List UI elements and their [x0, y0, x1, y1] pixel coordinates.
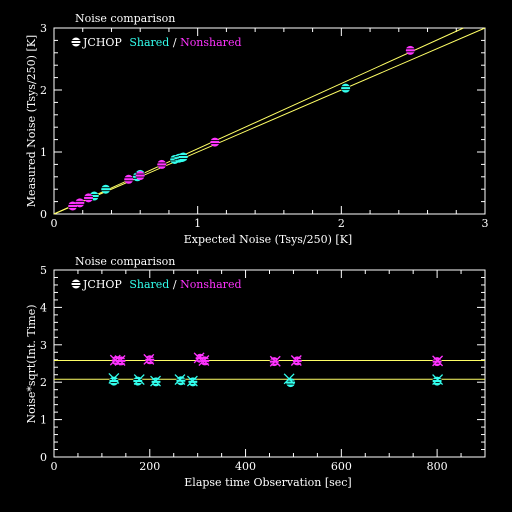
bottom-ylabel: Noise*sqrt(Int. Time) [25, 304, 38, 423]
top-x-tick-label: 2 [338, 217, 345, 230]
top-ylabel: Measured Noise (Tsys/250) [K] [25, 35, 38, 207]
svg-text:JCHOP Shared /: JCHOP Shared / Nonshared [82, 278, 242, 291]
top-nonshared-circle-point [210, 137, 220, 147]
top-plot-frame [53, 27, 486, 215]
bottom-nonshared-cross-point [269, 355, 281, 367]
top-title: Noise comparison [75, 12, 175, 25]
top-fit-line-1 [53, 27, 486, 215]
bottom-nonshared-cross-point [109, 354, 121, 366]
bottom-x-tick-label: 600 [331, 460, 352, 473]
bottom-legend-shared: Shared [129, 278, 169, 291]
bottom-y-tick-label: 1 [40, 414, 47, 427]
bottom-y-tick-label: 3 [40, 339, 47, 352]
top-y-tick-label: 2 [40, 84, 47, 97]
bottom-shared-cross-point [186, 375, 198, 387]
top-fit-line-2 [53, 27, 464, 215]
bottom-title: Noise comparison [75, 255, 175, 268]
top-legend-prefix: JCHOP [82, 36, 122, 49]
bottom-nonshared-cross-point [198, 355, 210, 366]
top-nonshared-circle-point [83, 193, 93, 203]
top-legend-symbol [71, 37, 81, 47]
bottom-legend-symbol [71, 279, 81, 289]
bottom-shared-cross-point [108, 373, 120, 384]
bottom-y-tick-label: 5 [40, 264, 47, 277]
bottom-x-tick-label: 200 [139, 460, 160, 473]
bottom-x-tick-label: 800 [427, 460, 448, 473]
top-nonshared-circle-point [405, 45, 415, 55]
top-xlabel: Expected Noise (Tsys/250) [K] [184, 233, 352, 246]
top-x-tick-label: 3 [482, 217, 489, 230]
bottom-shared-circle-point [109, 376, 119, 386]
top-shared-circle-point [178, 152, 188, 162]
bottom-shared-cross-point [432, 374, 444, 386]
bottom-shared-cross-point [150, 375, 161, 387]
top-legend: JCHOP Shared / Nonshared [71, 36, 242, 49]
top-legend-separator: / [173, 36, 177, 49]
svg-text:JCHOP Shared /: JCHOP Shared / Nonshared [82, 36, 242, 49]
bottom-x-tick-label: 400 [235, 460, 256, 473]
top-panel: Noise comparison JCHOP Shared / Nonshare… [40, 12, 489, 230]
top-shared-circle-point [341, 83, 351, 93]
top-nonshared-circle-point [157, 159, 167, 169]
top-nonshared-circle-point [135, 171, 145, 181]
top-x-tick-label: 0 [51, 217, 58, 230]
top-nonshared-circle-point [75, 198, 85, 208]
bottom-nonshared-cross-point [143, 353, 155, 365]
bottom-shared-circle-point [432, 376, 442, 386]
bottom-shared-cross-point [174, 374, 186, 386]
top-nonshared-circle-point [124, 174, 134, 184]
top-shared-circle-point [101, 184, 111, 194]
top-x-tick-label: 1 [194, 217, 201, 230]
bottom-shared-cross-point [133, 374, 145, 386]
bottom-xlabel: Elapse time Observation [sec] [184, 476, 351, 489]
top-legend-shared: Shared [129, 36, 169, 49]
bottom-y-tick-label: 2 [40, 376, 47, 389]
top-legend-nonshared: Nonshared [180, 36, 241, 49]
bottom-legend: JCHOP Shared / Nonshared [71, 278, 242, 291]
bottom-nonshared-cross-point [290, 355, 302, 366]
bottom-nonshared-cross-point [114, 355, 126, 366]
top-y-tick-label: 3 [40, 22, 47, 35]
bottom-legend-prefix: JCHOP [82, 278, 122, 291]
top-y-tick-label: 0 [40, 208, 47, 221]
bottom-x-tick-label: 0 [51, 460, 58, 473]
bottom-panel: Noise comparison JCHOP Shared / Nonshare… [40, 255, 486, 473]
bottom-shared-cross-point [283, 373, 295, 385]
bottom-y-tick-label: 0 [40, 451, 47, 464]
bottom-legend-nonshared: Nonshared [180, 278, 241, 291]
bottom-y-tick-label: 4 [40, 301, 47, 314]
bottom-nonshared-cross-point [432, 355, 444, 367]
bottom-legend-separator: / [173, 278, 177, 291]
top-y-tick-label: 1 [40, 146, 47, 159]
